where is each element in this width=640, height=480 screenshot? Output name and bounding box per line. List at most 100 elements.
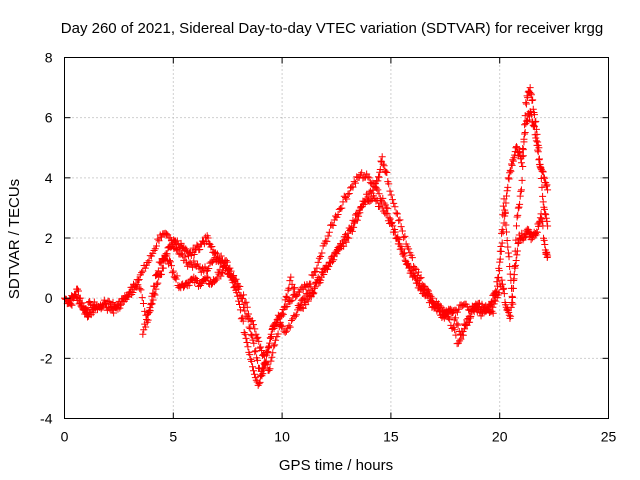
trace-marker [305,292,313,300]
data-point [517,159,525,167]
trace-marker [532,134,540,142]
trace-marker [449,308,457,316]
trace-marker [324,232,332,240]
trace-marker [507,276,515,284]
trace-marker [508,299,516,307]
data-point [437,306,445,314]
trace-marker [505,175,513,183]
data-point [374,177,382,185]
data-point [544,186,552,194]
trace-marker [531,118,539,126]
trace-marker [242,334,250,342]
trace-marker [292,311,300,319]
trace-marker [360,197,368,205]
data-point [526,84,534,92]
trace-marker [383,169,391,177]
trace-marker [315,254,323,262]
data-point [504,174,512,182]
data-point [248,357,256,365]
trace-marker [379,160,387,168]
trace-marker [205,265,213,273]
trace-marker [382,209,390,217]
trace-marker [325,228,333,236]
trace-marker [157,270,165,278]
trace-marker [498,226,506,234]
trace-marker [535,155,543,163]
trace-marker [452,331,460,339]
trace-marker [249,363,257,371]
trace-marker [351,179,359,187]
trace-marker [80,303,88,311]
trace-marker [444,314,452,322]
trace-marker [520,135,528,143]
trace-marker [289,285,297,293]
trace-marker [536,163,544,171]
trace-marker [499,202,507,210]
trace-marker [195,263,203,271]
trace-marker [379,194,387,202]
trace-marker [282,292,290,300]
trace-marker [484,303,492,311]
trace-marker [150,246,158,254]
data-point [513,144,521,152]
trace-marker [143,311,151,319]
trace-marker [338,242,346,250]
trace-marker [277,321,285,329]
data-point [544,222,552,230]
trace-marker [495,264,503,272]
trace-marker [504,243,512,251]
data-points [61,84,552,389]
data-point [535,144,543,152]
trace-marker [516,192,524,200]
trace-marker [185,281,193,289]
trace-marker [527,89,535,97]
y-tick-label: 4 [45,170,53,186]
trace-marker [532,117,540,125]
trace-marker [508,292,516,300]
trace-marker [163,250,171,258]
trace-marker [375,190,383,198]
trace-marker [157,259,165,267]
trace-marker [149,249,157,257]
chart-title: Day 260 of 2021, Sidereal Day-to-day VTE… [61,20,603,37]
trace-marker [512,236,520,244]
trace-marker [251,348,259,356]
data-point [513,213,521,221]
trace-marker [454,321,462,329]
trace-marker [495,289,503,297]
trace-marker [503,228,511,236]
data-point [152,285,160,293]
trace-marker [491,291,499,299]
trace-marker [223,266,231,274]
trace-marker [498,239,506,247]
trace-marker [508,161,516,169]
trace-marker [136,285,144,293]
trace-marker [524,116,532,124]
trace-marker [417,274,425,282]
trace-marker [263,360,271,368]
trace-marker [264,343,272,351]
trace-marker [350,219,358,227]
trace-marker [386,187,394,195]
trace-marker [380,162,388,170]
trace-marker [110,309,118,317]
trace-marker [375,173,383,181]
trace-marker [529,96,537,104]
data-point [265,366,273,374]
trace-marker [245,323,253,331]
trace-marker [141,320,149,328]
trace-marker [373,184,381,192]
trace-marker [504,183,512,191]
trace-marker [534,138,542,146]
trace-marker [137,286,145,294]
trace-marker [208,243,216,251]
trace-marker [503,305,511,313]
trace-marker [537,175,545,183]
data-point [287,297,295,305]
trace-marker [292,292,300,300]
trace-marker [194,260,202,268]
trace-marker [501,206,509,214]
trace-marker [146,307,154,315]
trace-marker [249,336,257,344]
trace-marker [151,291,159,299]
